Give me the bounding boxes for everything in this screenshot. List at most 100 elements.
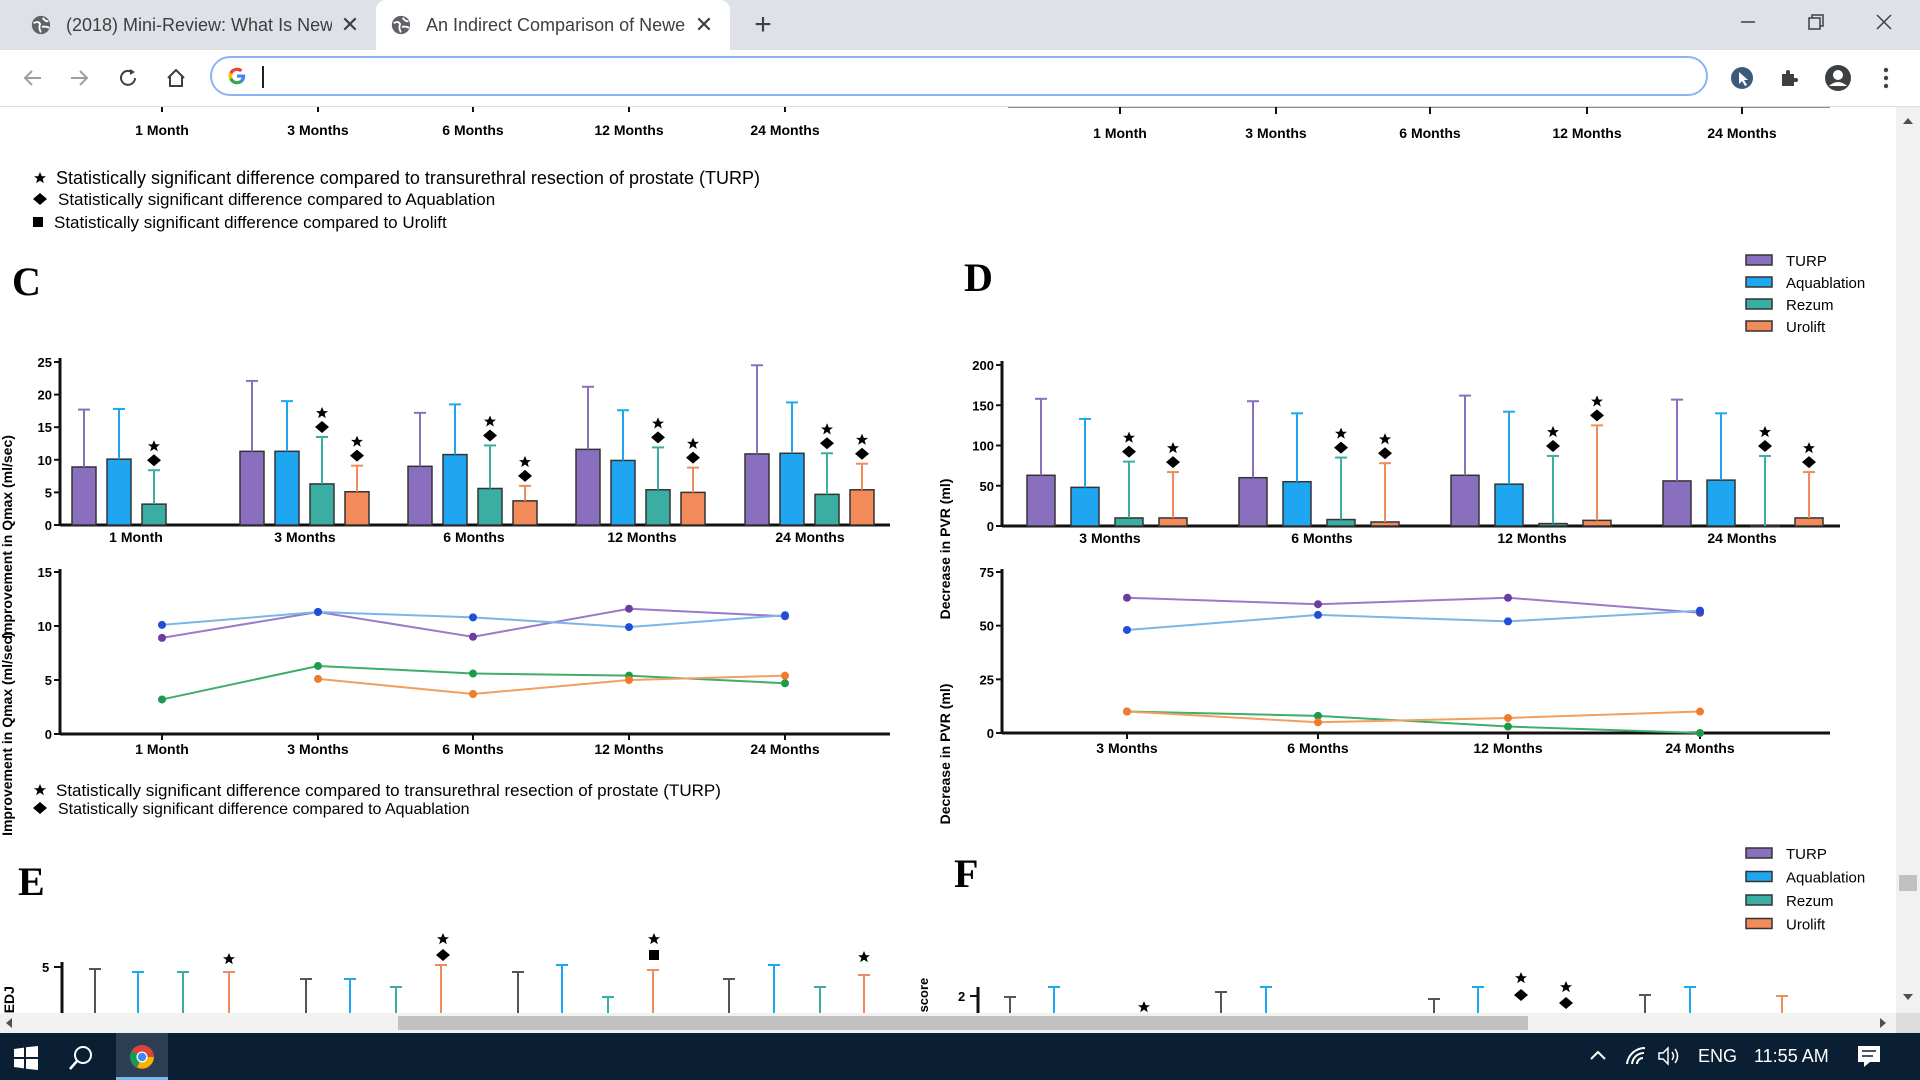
tab-mini-review[interactable]: (2018) Mini-Review: What Is New ✕ <box>0 0 372 50</box>
volume-icon[interactable] <box>1656 1044 1682 1073</box>
star-marker <box>1335 427 1347 439</box>
tab-indirect-comparison[interactable]: An Indirect Comparison of Newe ✕ <box>376 0 730 50</box>
data-point <box>781 611 789 620</box>
bar <box>814 493 840 526</box>
diamond-marker <box>1378 447 1392 460</box>
tab-title: (2018) Mini-Review: What Is New <box>66 14 332 35</box>
data-point <box>625 676 633 684</box>
data-point <box>314 607 322 616</box>
vertical-scrollbar[interactable] <box>1896 107 1920 1013</box>
tab-strip: (2018) Mini-Review: What Is New ✕ An Ind… <box>0 0 1920 50</box>
diamond-marker <box>1802 456 1816 469</box>
chart-f-partial: ner score 2 <box>916 972 1788 1013</box>
bar <box>575 448 601 526</box>
close-icon[interactable]: ✕ <box>340 12 360 37</box>
globe-icon <box>391 15 411 35</box>
extension-icon[interactable] <box>1726 62 1758 94</box>
home-icon[interactable] <box>160 62 192 94</box>
plus-icon[interactable]: + <box>754 8 772 41</box>
data-point <box>314 674 322 683</box>
reload-icon[interactable] <box>112 62 144 94</box>
chrome-icon <box>130 1045 154 1069</box>
bar <box>1238 476 1268 527</box>
close-icon[interactable]: ✕ <box>694 12 714 37</box>
puzzle-icon[interactable] <box>1774 62 1806 94</box>
note-aquablation: Statistically significant difference com… <box>58 190 495 209</box>
close-window-icon[interactable] <box>1854 0 1914 44</box>
minimize-icon[interactable] <box>1718 0 1778 44</box>
significance-notes-2: Statistically significant difference com… <box>33 781 721 818</box>
data-point <box>1504 713 1512 722</box>
y-axis-label: Decrease in PVR (ml) <box>937 479 953 620</box>
windows-start-icon[interactable] <box>14 1046 38 1075</box>
chevron-up-icon[interactable] <box>1588 1045 1608 1070</box>
address-bar[interactable] <box>210 56 1708 96</box>
network-icon[interactable] <box>1624 1044 1648 1073</box>
star-marker <box>1123 431 1135 443</box>
diamond-marker <box>820 437 834 450</box>
y-tick-label: 25 <box>980 672 994 687</box>
bar <box>477 487 503 526</box>
x-tick-label: 12 Months <box>1473 740 1542 756</box>
bar <box>106 458 132 526</box>
x-tick-label: 3 Months <box>1245 125 1307 141</box>
diamond-marker <box>315 420 329 433</box>
x-tick-label: 12 Months <box>607 529 676 545</box>
x-tick-label: 6 Months <box>442 122 504 138</box>
data-point <box>1314 718 1322 727</box>
back-icon[interactable] <box>16 62 48 94</box>
legend-swatch <box>1745 894 1773 906</box>
bar <box>71 466 97 526</box>
x-tick-label: 24 Months <box>750 122 819 138</box>
y-tick-label: 25 <box>38 355 52 370</box>
x-tick-label: 12 Months <box>1497 530 1566 546</box>
clock[interactable]: 11:55 AM <box>1754 1046 1829 1066</box>
y-tick-label: 0 <box>987 519 994 534</box>
panel-label-f: F <box>954 851 978 896</box>
star-marker <box>437 933 449 945</box>
y-axis-label: Decrease in PVR (ml) <box>937 684 953 825</box>
data-point <box>158 633 166 642</box>
data-point <box>1696 606 1704 615</box>
scroll-thumb <box>1899 875 1917 891</box>
legend-label: Aquablation <box>1786 870 1865 887</box>
star-marker <box>1560 981 1572 993</box>
legend-label: Aquablation <box>1786 275 1865 292</box>
diamond-marker <box>1514 989 1528 1001</box>
bar <box>309 483 335 526</box>
data-point <box>1696 707 1704 716</box>
figure: 0 1 Month 3 Months 6 Months 12 Months 24 Mon… <box>0 107 1865 1013</box>
bar <box>849 489 875 526</box>
diamond-marker <box>1559 997 1573 1009</box>
panel-label-d: D <box>964 255 993 300</box>
data-point <box>1123 707 1131 716</box>
y-tick-label: 50 <box>980 619 994 634</box>
notification-icon[interactable] <box>1856 1044 1882 1073</box>
chrome-taskbar-button[interactable] <box>116 1033 168 1080</box>
star-marker <box>484 415 496 427</box>
panel-label-e: E <box>18 859 45 904</box>
panel-label-c: C <box>12 259 41 304</box>
x-tick-label: 24 Months <box>1665 740 1734 756</box>
bar <box>1538 522 1568 527</box>
diamond-marker <box>1590 409 1604 422</box>
omnibox-input[interactable] <box>262 63 1666 91</box>
y-tick-label: 5 <box>45 485 52 500</box>
bar <box>1582 519 1612 527</box>
x-tick-label: 24 Months <box>1707 125 1776 141</box>
star-marker <box>316 406 328 419</box>
x-tick-label: 1 Month <box>135 741 189 757</box>
profile-icon[interactable] <box>1822 62 1854 94</box>
data-point <box>1504 593 1512 602</box>
menu-icon[interactable] <box>1870 62 1902 94</box>
language-indicator[interactable]: ENG <box>1698 1046 1738 1066</box>
x-tick-label: 6 Months <box>1287 740 1349 756</box>
data-point <box>1314 600 1322 609</box>
horizontal-scrollbar[interactable] <box>0 1013 1896 1033</box>
diamond-marker <box>1758 439 1772 452</box>
maximize-icon[interactable] <box>1786 0 1846 44</box>
star-marker <box>858 951 870 963</box>
forward-icon[interactable] <box>64 62 96 94</box>
bar <box>1494 483 1524 527</box>
search-icon[interactable] <box>68 1045 94 1076</box>
